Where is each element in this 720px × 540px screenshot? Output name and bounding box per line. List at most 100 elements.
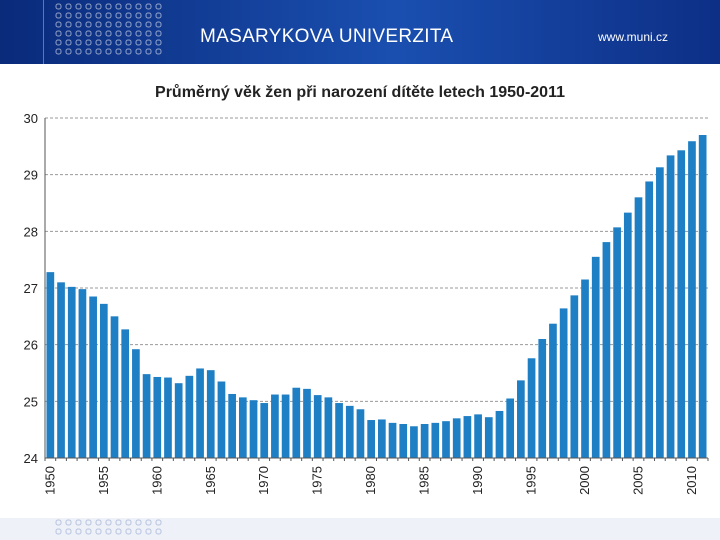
bar-2010	[688, 141, 696, 458]
bar-2001	[591, 256, 600, 458]
logo-dot	[95, 48, 102, 55]
bar-2009	[677, 150, 686, 459]
bar-1962	[174, 383, 183, 458]
footer-dot	[135, 519, 142, 526]
x-tick-label: 2010	[684, 466, 699, 495]
footer-dot	[95, 519, 102, 526]
logo-dot	[55, 30, 62, 37]
bar-1973	[292, 387, 301, 458]
bar-1952	[67, 286, 76, 458]
bar-1958	[132, 349, 140, 458]
logo-dot	[125, 48, 132, 55]
logo-dot	[155, 39, 162, 46]
logo-dot	[145, 21, 152, 28]
logo-dot	[155, 3, 162, 10]
footer-dot	[145, 528, 152, 535]
logo-dot	[145, 12, 152, 19]
x-tick-label: 1965	[203, 466, 218, 495]
bar-1999	[570, 295, 579, 458]
bar-1992	[495, 410, 504, 458]
logo-dot	[55, 12, 62, 19]
footer-dot	[125, 519, 132, 526]
x-tick-label: 1985	[417, 466, 432, 495]
bar-1998	[559, 308, 568, 458]
logo-dot	[75, 3, 82, 10]
bar-1956	[110, 316, 119, 458]
bar-1986	[431, 422, 440, 458]
footer-dot	[65, 528, 72, 535]
logo-dot-grid	[55, 3, 162, 55]
logo-dot	[155, 48, 162, 55]
logo-dot	[85, 48, 92, 55]
logo-dot	[75, 48, 82, 55]
bar-1990	[474, 414, 482, 458]
footer-dot	[65, 519, 72, 526]
bar-1991	[484, 417, 493, 458]
x-tick-label: 1980	[363, 466, 378, 495]
logo-dot	[85, 30, 92, 37]
university-website[interactable]: www.muni.cz	[597, 30, 668, 44]
x-tick-label: 1995	[524, 466, 539, 495]
bar-1953	[78, 289, 87, 458]
logo-dot	[65, 30, 72, 37]
bar-1988	[452, 418, 461, 458]
footer-dot	[135, 528, 142, 535]
y-tick-label: 27	[24, 281, 38, 296]
footer-dot	[125, 528, 132, 535]
y-tick-label: 25	[24, 394, 38, 409]
bar-1989	[463, 416, 472, 458]
footer-dot	[55, 528, 62, 535]
y-tick-label: 29	[24, 168, 38, 183]
bar-1997	[549, 323, 557, 458]
logo-dot	[85, 12, 92, 19]
logo-dot	[95, 21, 102, 28]
logo-dot	[55, 21, 62, 28]
logo-dot	[65, 21, 72, 28]
bar-1955	[99, 303, 108, 458]
logo-dot	[105, 3, 112, 10]
bar-2007	[656, 167, 664, 459]
logo-dot	[115, 39, 122, 46]
bar-1996	[538, 339, 547, 458]
x-tick-label: 1950	[42, 466, 57, 495]
footer-dot	[85, 528, 92, 535]
logo-dot	[135, 3, 142, 10]
x-tick-label: 1970	[256, 466, 271, 495]
footer-dot-grid	[55, 519, 162, 535]
logo-dot	[135, 30, 142, 37]
logo-dot	[75, 39, 82, 46]
logo-dot	[135, 21, 142, 28]
bar-2003	[613, 227, 621, 458]
bar-1979	[356, 409, 365, 458]
footer-dot	[55, 519, 62, 526]
x-tick-label: 1990	[470, 466, 485, 495]
bar-2006	[645, 181, 654, 458]
bar-2002	[602, 242, 611, 458]
logo-dot	[95, 3, 102, 10]
bar-1967	[228, 393, 236, 458]
logo-dot	[95, 12, 102, 19]
footer-dot	[85, 519, 92, 526]
bars	[46, 135, 707, 459]
logo-dot	[115, 21, 122, 28]
y-tick-labels: 24 25 26 27 28 29 30	[24, 111, 38, 466]
bar-2008	[666, 155, 675, 458]
footer-dot	[155, 519, 162, 526]
bar-1950	[46, 272, 55, 458]
logo-dot	[55, 3, 62, 10]
logo-dot	[95, 30, 102, 37]
logo-dot	[115, 48, 122, 55]
university-name: MASARYKOVA UNIVERZITA	[200, 26, 454, 47]
bar-1961	[164, 377, 172, 458]
logo-dot	[75, 12, 82, 19]
bar-1974	[303, 388, 311, 458]
logo-dot	[135, 39, 142, 46]
bar-1957	[121, 329, 130, 458]
bar-2000	[581, 279, 589, 458]
bar-1968	[238, 397, 247, 458]
bar-1972	[281, 394, 290, 458]
footer-dot	[145, 519, 152, 526]
y-tick-label: 30	[24, 111, 38, 126]
logo-dot	[105, 48, 112, 55]
